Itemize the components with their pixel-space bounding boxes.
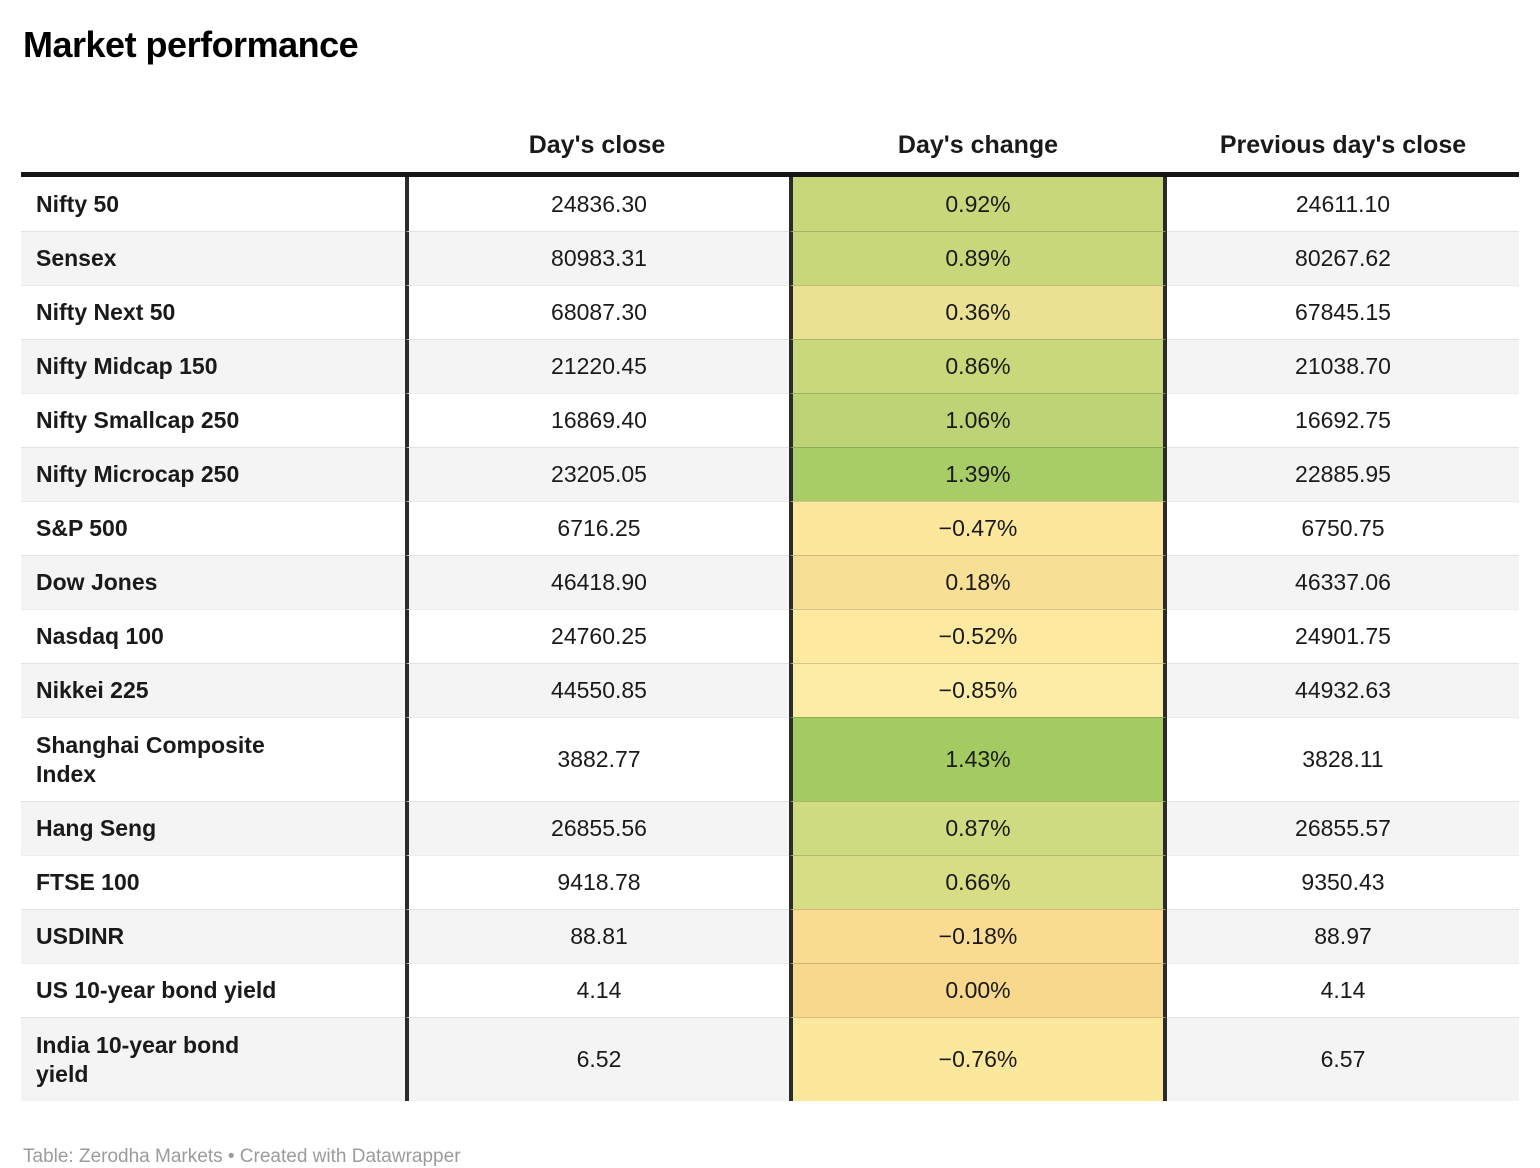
previous-days-close-value: 6750.75 — [1167, 501, 1519, 555]
row-label: Nifty 50 — [36, 190, 120, 217]
table-row: FTSE 100 9418.78 0.66% 9350.43 — [21, 855, 1519, 909]
table-row: US 10-year bond yield 4.14 0.00% 4.14 — [21, 963, 1519, 1017]
previous-days-close-value: 21038.70 — [1167, 339, 1519, 393]
previous-days-close-value: 4.14 — [1167, 963, 1519, 1017]
row-label: Nifty Smallcap 250 — [21, 393, 405, 447]
days-change-value: 0.86% — [789, 339, 1167, 393]
column-header-days-close: Day's close — [528, 131, 666, 159]
days-change-value: 0.66% — [789, 855, 1167, 909]
days-change-value: −0.52% — [789, 609, 1167, 663]
days-change-value: −0.76% — [789, 1017, 1167, 1101]
table-row: Nifty Smallcap 250 16869.40 1.06% 16692.… — [21, 393, 1519, 447]
row-label: US 10-year bond yield — [21, 963, 405, 1017]
row-label: Nikkei 225 — [21, 663, 405, 717]
days-close-value: 3882.77 — [405, 717, 789, 801]
table-row: Shanghai Composite Index 3882.77 1.43% 3… — [21, 717, 1519, 801]
previous-days-close-value: 67845.15 — [1167, 285, 1519, 339]
days-change-value: 1.06% — [789, 393, 1167, 447]
days-change-value: 0.36% — [789, 285, 1167, 339]
table-row: Dow Jones 46418.90 0.18% 46337.06 — [21, 555, 1519, 609]
previous-days-close-value: 22885.95 — [1167, 447, 1519, 501]
days-change-value: 1.43% — [789, 717, 1167, 801]
previous-days-close-value: 24901.75 — [1167, 609, 1519, 663]
row-label: FTSE 100 — [21, 855, 405, 909]
days-close-value: 68087.30 — [405, 285, 789, 339]
row-label: Nifty Midcap 150 — [21, 339, 405, 393]
days-change-value: 0.18% — [789, 555, 1167, 609]
days-close-value: 6716.25 — [405, 501, 789, 555]
table-row: USDINR 88.81 −0.18% 88.97 — [21, 909, 1519, 963]
previous-days-close-value: 80267.62 — [1167, 231, 1519, 285]
previous-days-close-value: 16692.75 — [1167, 393, 1519, 447]
column-header-days-change: Day's change — [897, 131, 1059, 159]
row-label: USDINR — [21, 909, 405, 963]
table-row: Nifty Next 50 68087.30 0.36% 67845.15 — [21, 285, 1519, 339]
row-label: S&P 500 — [21, 501, 405, 555]
days-close-value: 6.52 — [405, 1017, 789, 1101]
previous-days-close-value: 3828.11 — [1167, 717, 1519, 801]
row-label: Nifty Microcap 250 — [21, 447, 405, 501]
days-close-value: 23205.05 — [405, 447, 789, 501]
table-row: Nifty 50 24836.30 0.92% 24611.10 — [21, 177, 1519, 231]
days-close-value: 9418.78 — [405, 855, 789, 909]
previous-days-close-value: 6.57 — [1167, 1017, 1519, 1101]
row-label: Sensex — [21, 231, 405, 285]
days-close-value: 80983.31 — [405, 231, 789, 285]
table-row: Nifty Microcap 250 23205.05 1.39% 22885.… — [21, 447, 1519, 501]
table-row: India 10-year bond yield 6.52 −0.76% 6.5… — [21, 1017, 1519, 1101]
table-row: Nikkei 225 44550.85 −0.85% 44932.63 — [21, 663, 1519, 717]
row-label: India 10-year bond yield — [21, 1017, 405, 1101]
days-close-value: 88.81 — [405, 909, 789, 963]
previous-days-close-value: 46337.06 — [1167, 555, 1519, 609]
table-row: Nifty Midcap 150 21220.45 0.86% 21038.70 — [21, 339, 1519, 393]
page-title: Market performance — [23, 24, 359, 65]
row-label: Nifty Next 50 — [21, 285, 405, 339]
days-close-value: 21220.45 — [405, 339, 789, 393]
days-close-value: 46418.90 — [405, 555, 789, 609]
table-row: Nasdaq 100 24760.25 −0.52% 24901.75 — [21, 609, 1519, 663]
column-header-previous-days-close: Previous day's close — [1219, 131, 1467, 159]
days-change-value: 0.87% — [789, 801, 1167, 855]
previous-days-close-value: 24611.10 — [1295, 190, 1391, 217]
previous-days-close-value: 88.97 — [1167, 909, 1519, 963]
days-close-value: 44550.85 — [405, 663, 789, 717]
table-header-row: Day's close Day's change Previous day's … — [21, 103, 1519, 177]
row-label: Nasdaq 100 — [21, 609, 405, 663]
days-change-value: −0.18% — [789, 909, 1167, 963]
market-performance-table: Day's close Day's change Previous day's … — [21, 103, 1519, 1101]
table-row: Hang Seng 26855.56 0.87% 26855.57 — [21, 801, 1519, 855]
days-change-value: −0.47% — [789, 501, 1167, 555]
row-label: Dow Jones — [21, 555, 405, 609]
days-close-value: 4.14 — [405, 963, 789, 1017]
previous-days-close-value: 26855.57 — [1167, 801, 1519, 855]
days-change-value: 1.39% — [789, 447, 1167, 501]
table-attribution: Table: Zerodha Markets • Created with Da… — [23, 1146, 461, 1167]
days-change-value: 0.89% — [789, 231, 1167, 285]
days-close-value: 24836.30 — [405, 177, 789, 231]
table-body: Nifty 50 24836.30 0.92% 24611.10 Sensex … — [21, 177, 1519, 1101]
days-change-value: 0.00% — [789, 963, 1167, 1017]
days-change-value: −0.85% — [789, 663, 1167, 717]
table-row: S&P 500 6716.25 −0.47% 6750.75 — [21, 501, 1519, 555]
days-close-value: 16869.40 — [405, 393, 789, 447]
days-change-value: 0.92% — [789, 177, 1167, 231]
days-close-value: 26855.56 — [405, 801, 789, 855]
table-row: Sensex 80983.31 0.89% 80267.62 — [21, 231, 1519, 285]
row-label: Shanghai Composite Index — [21, 717, 405, 801]
days-close-value: 24760.25 — [405, 609, 789, 663]
previous-days-close-value: 9350.43 — [1167, 855, 1519, 909]
row-label: Hang Seng — [21, 801, 405, 855]
previous-days-close-value: 44932.63 — [1167, 663, 1519, 717]
